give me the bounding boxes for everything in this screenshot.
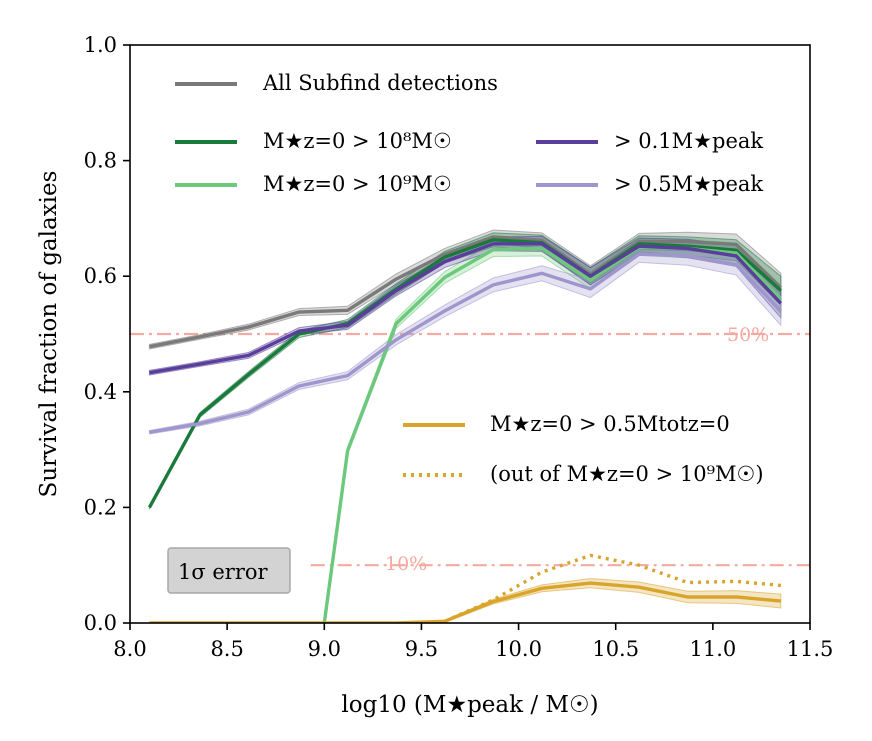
x-tick-label: 8.5: [210, 637, 243, 661]
line-mstar-gt-1e8: [147, 238, 782, 509]
y-axis-ticks: 0.0 0.2 0.4 0.6 0.8 1.0: [84, 33, 130, 635]
x-tick-label: 10.5: [592, 637, 639, 661]
x-tick-label: 9.0: [308, 637, 341, 661]
x-tick-label: 11.5: [787, 637, 834, 661]
series-lines: [147, 235, 783, 623]
line-half-tot-out-of-1e9: [444, 553, 782, 623]
error-box-label: 1σ error: [178, 560, 269, 584]
reference-lines: [130, 332, 810, 567]
ref-label-10: 10%: [385, 553, 427, 575]
legend-label-all-subfind: All Subfind detections: [262, 71, 498, 95]
y-tick-label: 1.0: [84, 33, 117, 57]
y-tick-label: 0.0: [84, 611, 117, 635]
x-tick-label: 9.5: [405, 637, 438, 661]
ref-label-50: 50%: [727, 324, 769, 346]
y-tick-label: 0.8: [84, 149, 117, 173]
line-gt-0-5-peak: [149, 252, 783, 434]
legend-label-mstar-gt-1e8: M★z=0 > 10⁸M☉: [263, 129, 452, 153]
band-gt-0-5-peak: [148, 245, 782, 435]
legend-label-gt-0.1-peak: > 0.1M★peak: [614, 129, 763, 153]
line-all-subfind-detections: [149, 235, 783, 349]
y-axis-label: Survival fraction of galaxies: [36, 171, 62, 498]
x-axis-ticks: 8.0 8.5 9.0 9.5 10.0 10.5 11.0 11.5: [113, 623, 833, 661]
y-tick-label: 0.4: [84, 380, 117, 404]
y-tick-label: 0.2: [84, 495, 117, 519]
legend-label-mstar-gt-1e9: M★z=0 > 10⁹M☉: [263, 172, 452, 196]
legend-label-gt-0.5-peak: > 0.5M★peak: [614, 172, 763, 196]
legend-label-mstar-gt-half-tot: M★z=0 > 0.5Mtotz=0: [490, 412, 730, 436]
legend: All Subfind detections M★z=0 > 10⁸M☉ M★z…: [175, 71, 764, 486]
plot-frame: [129, 44, 811, 624]
legend-label-half-tot-out-of-1e9: (out of M★z=0 > 10⁹M☉): [490, 462, 764, 486]
x-tick-label: 11.0: [689, 637, 736, 661]
x-tick-label: 10.0: [495, 637, 542, 661]
error-box: 1σ error: [167, 547, 291, 594]
line-gt-0-1-peak: [149, 242, 783, 375]
x-tick-label: 8.0: [113, 637, 146, 661]
x-axis-label: log10 (M★peak / M☉): [341, 692, 598, 718]
y-tick-label: 0.6: [84, 264, 117, 288]
